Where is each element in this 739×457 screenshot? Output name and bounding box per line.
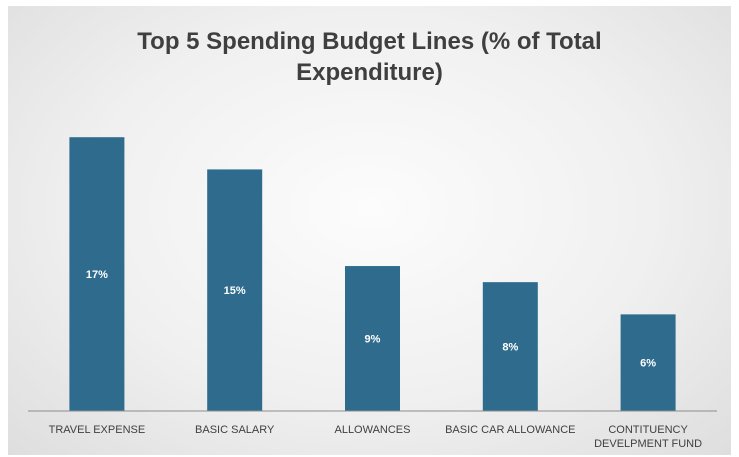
chart-title-line-1: Top 5 Spending Budget Lines (% of Total [137, 28, 602, 55]
category-label-1: TRAVEL EXPENSE [49, 424, 146, 436]
bar-4 [482, 282, 538, 411]
bars-layer [69, 137, 676, 412]
labels-layer: 17% TRAVEL EXPENSE 15% BASIC SALARY 9% ALLOWA… [49, 269, 703, 450]
bar-2 [207, 169, 263, 411]
data-label-5: 6% [640, 358, 656, 370]
data-label-3: 9% [365, 334, 381, 346]
category-label-3: ALLOWANCES [334, 424, 410, 436]
chart-title: Top 5 Spending Budget Lines (% of Total … [0, 26, 739, 88]
data-label-4: 8% [502, 342, 518, 354]
category-label-2: BASIC SALARY [195, 424, 275, 436]
category-label-5-line-2: DEVELPMENT FUND [594, 438, 702, 450]
bar-1 [69, 137, 125, 412]
bar-5 [620, 314, 676, 411]
category-label-4: BASIC CAR ALLOWANCE [445, 424, 575, 436]
category-label-5-line-1: CONTITUENCY [608, 424, 688, 436]
data-label-1: 17% [86, 269, 108, 281]
chart-title-line-2: Expenditure) [296, 59, 443, 86]
bar-3 [345, 266, 400, 411]
data-label-2: 15% [224, 285, 246, 297]
